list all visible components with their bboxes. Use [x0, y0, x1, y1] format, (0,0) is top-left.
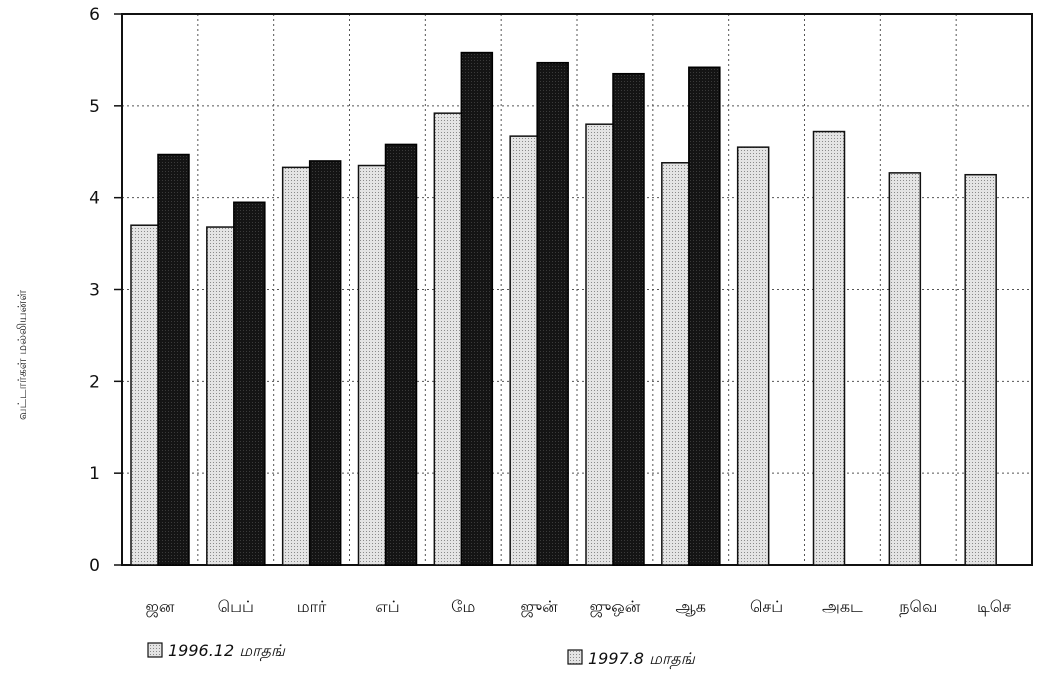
- bar-light: [736, 146, 770, 566]
- y-tick-label: 3: [89, 281, 100, 301]
- legend-item-light: 1997.8 மாதங்: [567, 649, 696, 670]
- x-category-label: அகட: [822, 597, 863, 616]
- legend-swatch-light: [567, 649, 583, 665]
- legend: 1996.12 மாதங் 1997.8 மாதங்: [147, 641, 696, 670]
- bars: [130, 51, 997, 566]
- legend-label-dark: 1996.12 மாதங்: [168, 641, 286, 662]
- bar-light: [433, 112, 467, 566]
- x-category-label: செப்: [750, 597, 783, 616]
- y-tick-label: 1: [89, 464, 100, 484]
- bar-light: [357, 164, 391, 566]
- legend-item-dark: 1996.12 மாதங்: [147, 641, 286, 662]
- x-category-label: ஜன: [145, 597, 174, 617]
- bar-light: [888, 172, 922, 566]
- x-category-label: டிசெ: [977, 597, 1011, 616]
- bar-light: [812, 130, 846, 566]
- x-category-label: மே: [451, 597, 475, 616]
- y-tick-label: 0: [89, 556, 100, 576]
- bar-dark: [233, 201, 266, 566]
- bar-light: [964, 173, 997, 566]
- y-tick-label: 5: [89, 97, 100, 117]
- legend-label-light: 1997.8 மாதங்: [588, 649, 696, 670]
- bar-dark: [460, 51, 494, 566]
- y-tick-label: 6: [89, 5, 100, 25]
- x-category-label: மார்: [297, 597, 327, 616]
- bar-light: [509, 135, 542, 566]
- bar-light: [130, 224, 163, 566]
- bar-light: [206, 226, 239, 566]
- y-axis-title: வட்டார்கள் மல்லியன்ள்: [15, 290, 29, 420]
- x-category-label: ஜுஒன்: [590, 597, 641, 617]
- bar-light: [585, 123, 618, 566]
- x-category-label: எப்: [375, 597, 399, 616]
- x-axis-labels: ஜன பெப் மார் எப் மே ஜுன் ஜுஒன் ஆக செப் அகட நவெ டிசெ: [145, 597, 1011, 617]
- bar-dark: [308, 160, 342, 566]
- bar-dark: [157, 153, 190, 566]
- bar-dark: [688, 66, 721, 566]
- y-tick-label: 4: [89, 189, 100, 209]
- gridlines: [122, 14, 1032, 565]
- y-tick-label: 2: [89, 372, 100, 392]
- x-category-label: நவெ: [899, 597, 937, 616]
- legend-swatch-dark: [147, 642, 163, 658]
- x-category-label: ஜுன்: [520, 597, 558, 617]
- bar-dark: [536, 61, 569, 566]
- bar-dark: [612, 72, 645, 566]
- x-category-label: பெப்: [218, 597, 254, 616]
- x-category-label: ஆக: [676, 597, 706, 616]
- bar-light: [281, 166, 315, 566]
- y-axis-ticks: 0 1 2 3 4 5 6: [89, 5, 122, 576]
- bar-dark: [384, 143, 418, 566]
